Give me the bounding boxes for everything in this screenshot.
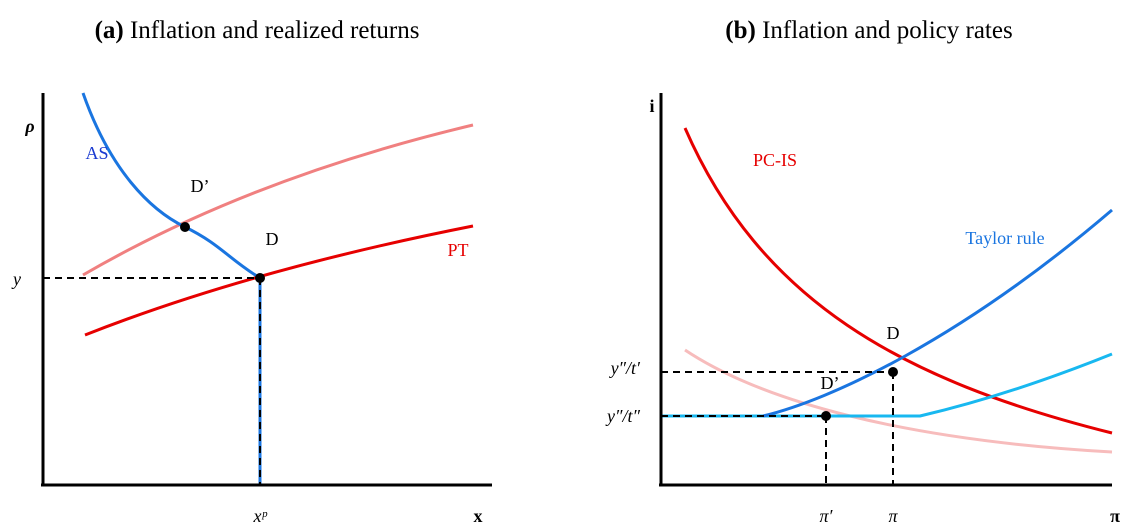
panel-a: ρ x AS PT D’ D y xᵖ xyxy=(11,92,492,526)
tick-label: y″/t′ xyxy=(609,358,641,378)
panel-tag: (a) xyxy=(95,17,124,44)
curve xyxy=(81,92,261,280)
curve-label: AS xyxy=(85,143,108,163)
point xyxy=(888,367,898,377)
panel-title-text: Inflation and policy rates xyxy=(762,17,1013,44)
axis-label: π xyxy=(1110,506,1120,526)
curve xyxy=(82,123,474,277)
tick-label: xᵖ xyxy=(252,506,267,526)
axis-label: ρ xyxy=(24,116,34,136)
curve-label: Taylor rule xyxy=(965,228,1044,248)
curve xyxy=(84,224,474,337)
point xyxy=(180,222,190,232)
tick-label: y″/t″ xyxy=(605,406,640,426)
curve xyxy=(661,352,1113,418)
curve-label: PC-IS xyxy=(753,150,797,170)
curve xyxy=(762,208,1113,418)
tick-label: y xyxy=(11,269,21,289)
point xyxy=(255,273,265,283)
panel-title: (a) Inflation and realized returns xyxy=(95,17,420,44)
axis-label: i xyxy=(649,96,654,116)
point-label: D xyxy=(887,323,900,343)
curve-label: PT xyxy=(447,240,468,260)
point-label: D’ xyxy=(191,176,210,196)
tick-label: π′ xyxy=(820,506,834,526)
point xyxy=(821,411,831,421)
curve xyxy=(683,127,1113,435)
axis-label: x xyxy=(474,506,483,526)
panel-b: i π PC-IS Taylor rule D D’ y″/t′ y″/t″ π… xyxy=(605,93,1120,526)
panel-title: (b) Inflation and policy rates xyxy=(725,17,1012,44)
panel-tag: (b) xyxy=(725,17,756,44)
tick-label: π xyxy=(888,506,898,526)
point-label: D’ xyxy=(821,373,840,393)
point-label: D xyxy=(266,229,279,249)
curve xyxy=(684,348,1113,454)
panel-title-text: Inflation and realized returns xyxy=(130,17,419,44)
